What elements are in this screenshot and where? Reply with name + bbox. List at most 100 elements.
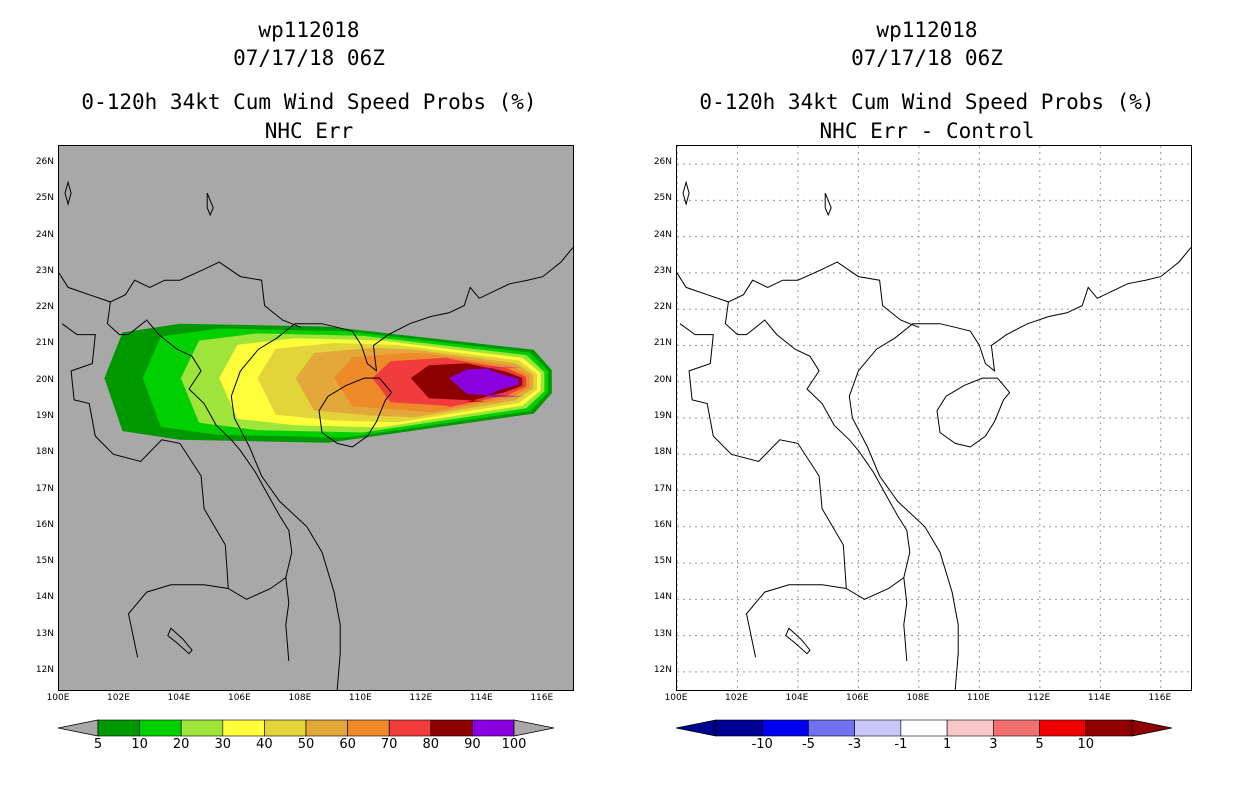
longitude-label: 110E	[348, 693, 372, 703]
latitude-label: 24N	[653, 229, 672, 240]
difference-colorbar	[676, 719, 1172, 737]
longitude-label: 108E	[906, 693, 930, 703]
longitude-label: 116E	[1148, 693, 1172, 703]
latitude-label: 23N	[35, 265, 54, 276]
longitude-label: 116E	[530, 693, 554, 703]
colorbar-swatch	[761, 719, 809, 737]
vietnam-coastline	[848, 370, 959, 690]
colorbar-swatch	[472, 719, 515, 737]
colorbar-swatch	[1039, 719, 1087, 737]
latitude-label: 22N	[35, 302, 54, 313]
colorbar-low-arrow	[58, 719, 99, 737]
country-border	[846, 577, 905, 600]
difference-map-canvas	[677, 146, 1191, 690]
colorbar-high-arrow	[513, 719, 554, 737]
colorbar-label: 5	[93, 737, 103, 752]
latitude-label: 25N	[653, 193, 672, 204]
longitude-label: 106E	[227, 693, 251, 703]
colorbar-label: 5	[1035, 737, 1044, 752]
colorbar-label: -10	[751, 737, 773, 752]
latitude-label: 26N	[35, 157, 54, 168]
colorbar-swatch	[222, 719, 265, 737]
latitude-label: 15N	[653, 556, 672, 567]
colorbar-label: 3	[989, 737, 998, 752]
hainan-island	[936, 377, 1011, 448]
storm-id-title: wp112018	[876, 18, 978, 42]
colorbar-swatch	[993, 719, 1040, 737]
colorbar-label: 10	[131, 737, 148, 752]
vietnam-coastline	[230, 370, 341, 690]
colorbar-label: -3	[848, 737, 862, 752]
longitude-label: 112E	[1027, 693, 1051, 703]
longitude-label: 112E	[409, 693, 433, 703]
latitude-label: 17N	[653, 483, 672, 494]
country-border	[724, 301, 911, 662]
latitude-label: 19N	[653, 411, 672, 421]
lake-outline	[167, 627, 193, 655]
latitude-label: 20N	[653, 374, 672, 385]
latitude-label: 26N	[653, 157, 672, 168]
latitude-label: 19N	[35, 411, 54, 421]
latitude-label: 14N	[35, 592, 54, 603]
country-border	[61, 323, 229, 589]
longitude-label: 100E	[46, 693, 70, 703]
colorbar-swatch	[388, 719, 432, 737]
subtitle: NHC Err - Control	[819, 119, 1035, 143]
hainan-island	[318, 377, 393, 448]
product-title: 0-120h 34kt Cum Wind Speed Probs (%)	[81, 90, 537, 114]
colorbar-label: 30	[214, 737, 232, 752]
probability-map-canvas	[59, 146, 573, 690]
lake-outline	[64, 180, 72, 206]
probability-colorbar	[58, 719, 554, 737]
country-border	[677, 272, 708, 296]
product-title: 0-120h 34kt Cum Wind Speed Probs (%)	[699, 90, 1155, 114]
country-border	[745, 584, 847, 658]
colorbar-swatch	[854, 719, 902, 737]
longitude-label: 104E	[167, 693, 191, 703]
latitude-label: 16N	[653, 519, 672, 530]
gridlines	[677, 146, 1191, 690]
colorbar-swatch	[347, 719, 390, 737]
datetime-title: 07/17/18 06Z	[851, 46, 1003, 70]
colorbar-swatch	[900, 719, 948, 737]
latitude-label: 24N	[35, 229, 54, 240]
latitude-label: 18N	[35, 447, 54, 458]
south-china-coastline	[858, 247, 1191, 373]
latitude-label: 12N	[35, 664, 54, 675]
colorbar-label: 40	[256, 737, 273, 752]
latitude-label: 22N	[653, 302, 672, 313]
latitude-label: 25N	[35, 193, 54, 204]
longitude-label: 114E	[1087, 693, 1111, 703]
geography	[59, 180, 573, 690]
map-background	[677, 146, 1191, 690]
colorbar-high-arrow	[1131, 719, 1172, 737]
longitude-label: 100E	[664, 693, 688, 703]
colorbar-swatch	[305, 719, 348, 737]
storm-id-title: wp112018	[258, 18, 360, 42]
datetime-title: 07/17/18 06Z	[233, 46, 385, 70]
colorbar-swatch	[97, 719, 140, 737]
colorbar-label: 90	[464, 737, 481, 752]
colorbar-label: 20	[172, 737, 190, 752]
country-border	[228, 577, 287, 600]
subtitle: NHC Err	[264, 119, 354, 143]
probability-map	[58, 145, 574, 691]
lake-outline	[785, 627, 811, 655]
country-border	[127, 584, 229, 658]
lake-outline	[206, 192, 214, 217]
colorbar-label: 60	[339, 737, 356, 752]
latitude-label: 23N	[653, 265, 672, 276]
country-border	[89, 261, 302, 328]
latitude-label: 20N	[35, 374, 54, 385]
colorbar-label: -1	[894, 737, 908, 752]
colorbar-swatch	[1085, 719, 1133, 737]
country-border	[106, 301, 293, 662]
colorbar-swatch	[430, 719, 473, 737]
latitude-label: 18N	[653, 447, 672, 458]
colorbar-swatch	[715, 719, 763, 737]
latitude-label: 21N	[35, 338, 54, 349]
colorbar-label: -5	[801, 737, 815, 752]
latitude-label: 21N	[653, 338, 672, 349]
longitude-label: 104E	[785, 693, 809, 703]
country-border	[59, 272, 90, 296]
